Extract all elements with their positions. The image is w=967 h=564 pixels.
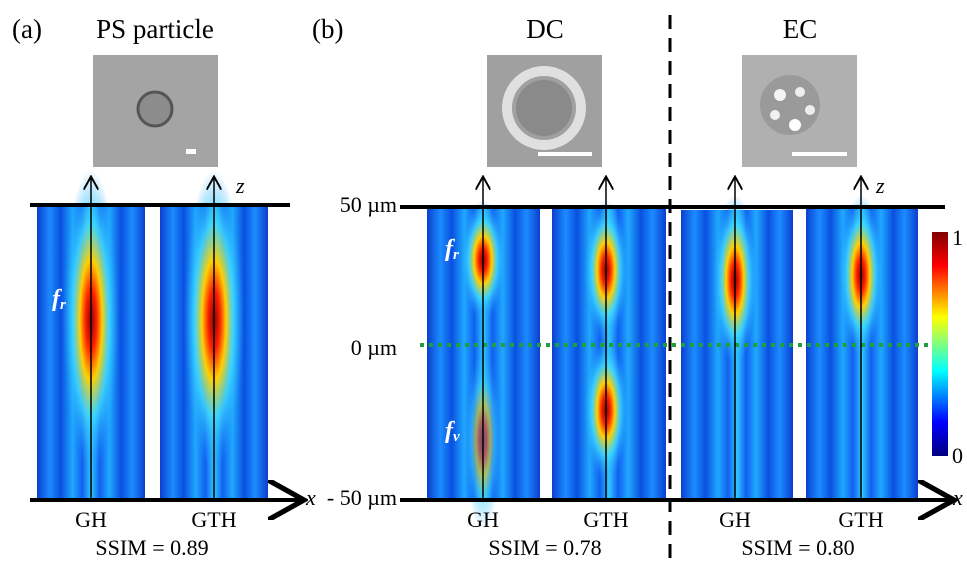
image-label: GTH xyxy=(191,507,236,532)
group-title: EC xyxy=(783,14,818,44)
ssim: SSIM = 0.80 xyxy=(741,535,854,560)
z-tick-label: 50 µm xyxy=(340,192,397,217)
z-arrows xyxy=(483,178,861,500)
ssim: SSIM = 0.89 xyxy=(95,535,208,560)
heatmap xyxy=(681,195,793,500)
panel-label: (b) xyxy=(312,14,343,44)
heatmap xyxy=(806,195,918,500)
particle xyxy=(136,90,174,128)
scale-bar xyxy=(186,149,196,154)
z-tick-label: 0 µm xyxy=(351,335,397,360)
image-label: GH xyxy=(467,507,499,532)
micrograph xyxy=(742,55,857,167)
focus-label: fv xyxy=(445,418,460,446)
z-tick-label: - 50 µm xyxy=(327,485,397,510)
colorbar-min: 0 xyxy=(952,443,963,468)
focus-label: fr xyxy=(445,236,459,264)
axis-label: x xyxy=(952,485,963,510)
panel-title: PS particle xyxy=(96,14,214,44)
image-label: GH xyxy=(719,507,751,532)
group-title: DC xyxy=(526,14,564,44)
colorbar-max: 1 xyxy=(952,225,963,250)
axis-label: x xyxy=(305,485,316,510)
heatmap xyxy=(552,200,666,500)
image-label: GH xyxy=(75,507,107,532)
panel-label: (a) xyxy=(12,14,42,44)
ssim: SSIM = 0.78 xyxy=(488,535,601,560)
colorbar xyxy=(932,232,948,456)
axis-label: z xyxy=(875,173,885,198)
image-label: GTH xyxy=(583,507,628,532)
image-label: GTH xyxy=(838,507,883,532)
micrograph xyxy=(487,55,602,167)
axis-label: z xyxy=(235,173,245,198)
focus-label: fr xyxy=(52,286,66,314)
